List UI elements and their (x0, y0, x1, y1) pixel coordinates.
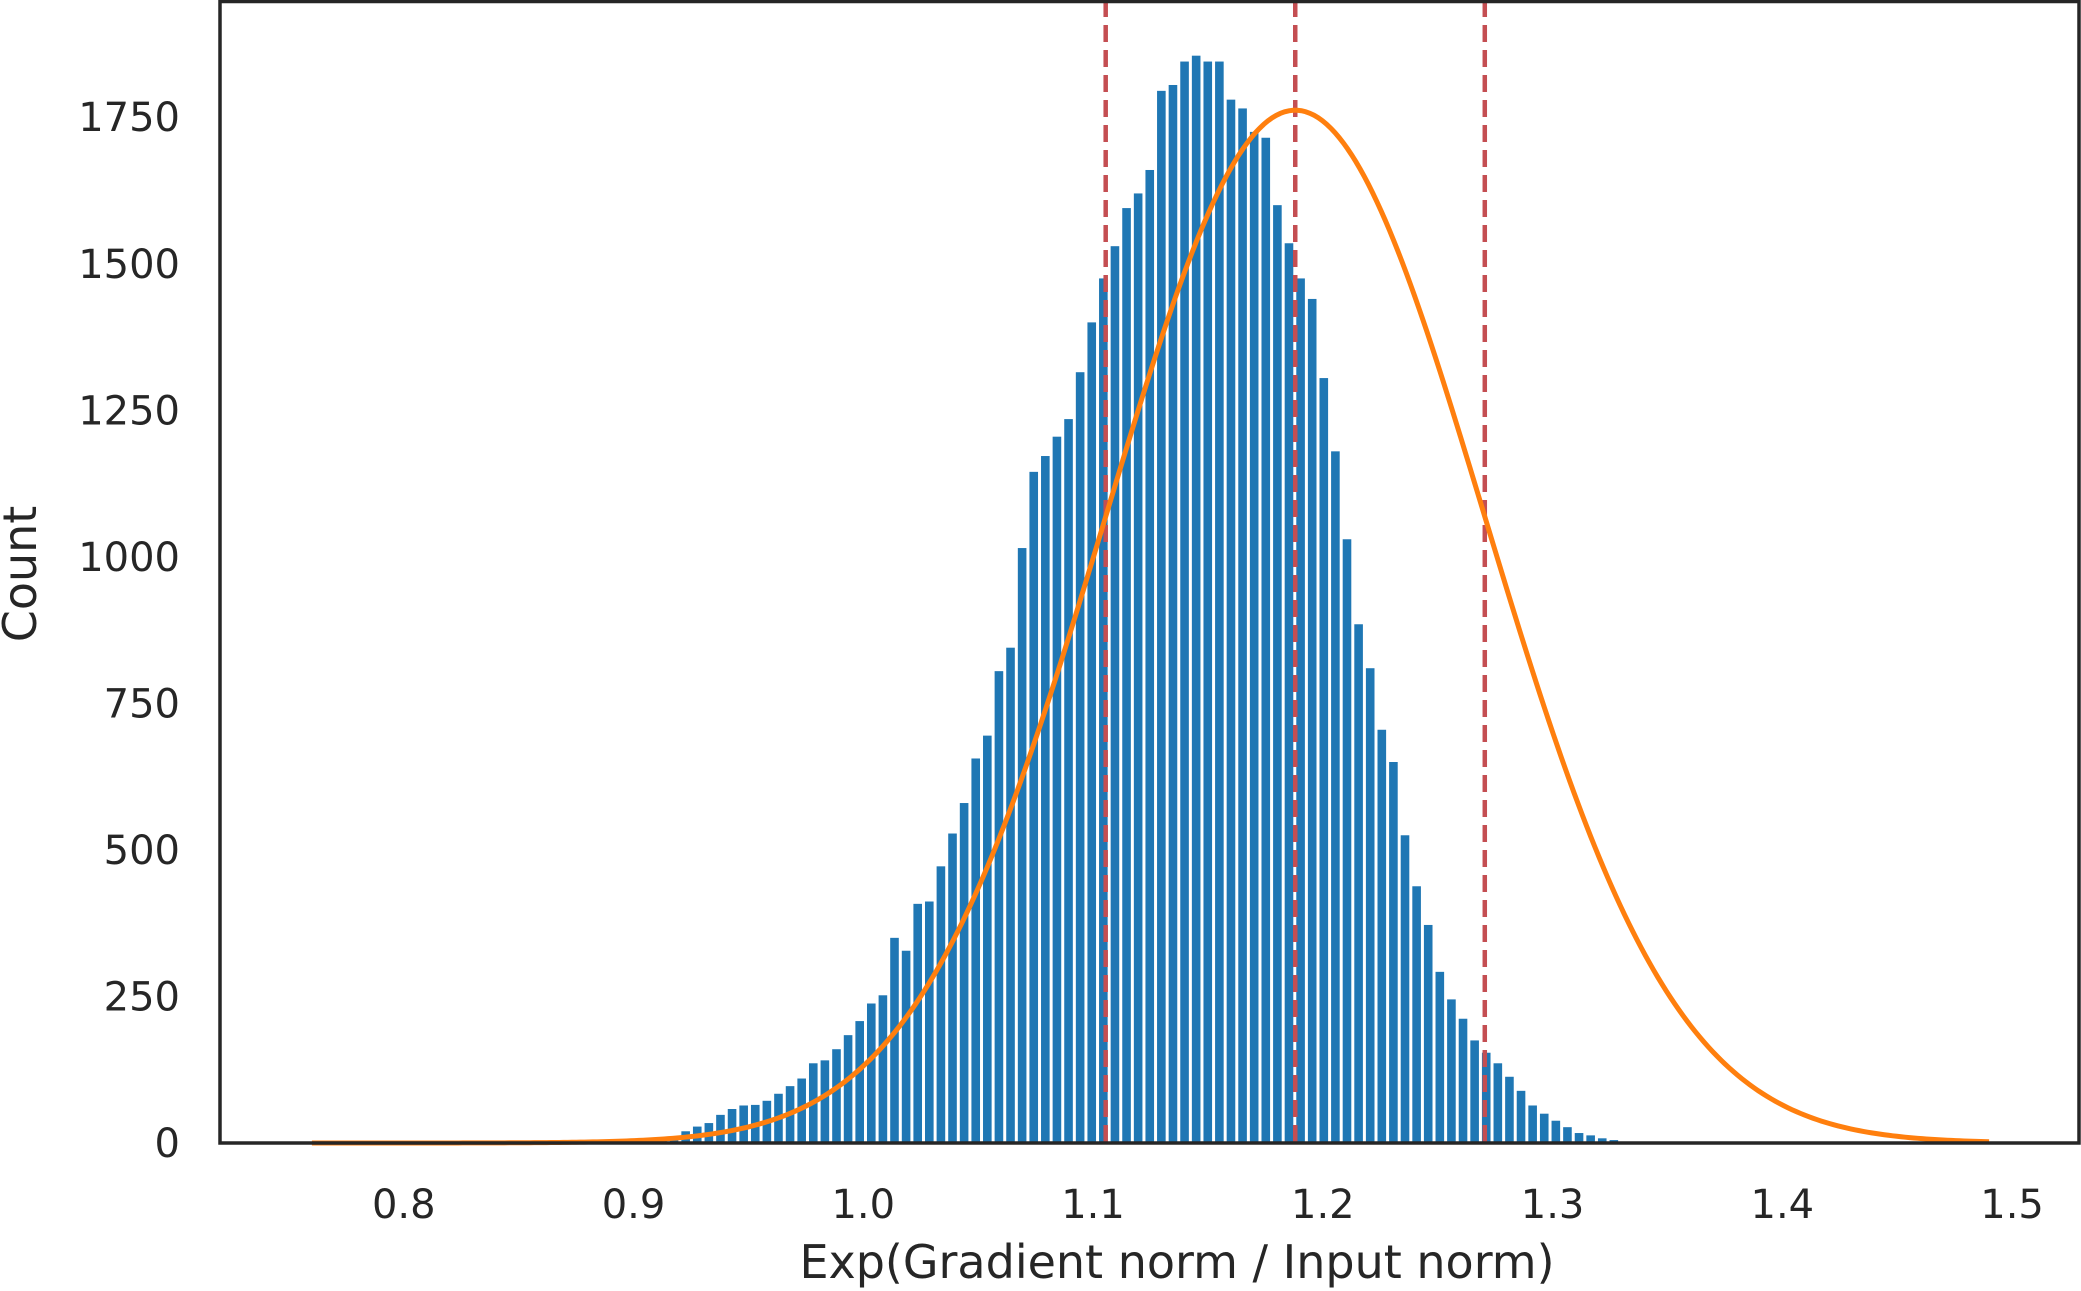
histogram-bar (716, 1114, 725, 1143)
x-tick-label: 1.4 (1751, 1182, 1815, 1228)
histogram-bar (820, 1060, 830, 1143)
x-tick-label: 1.2 (1291, 1182, 1355, 1228)
histogram-bar (890, 937, 899, 1143)
histogram-bar (1087, 322, 1097, 1143)
histogram-bar (1157, 90, 1166, 1143)
y-tick-label: 500 (104, 828, 180, 874)
histogram-bar (866, 1003, 876, 1143)
histogram-bar (1400, 835, 1410, 1143)
histogram-bar (1597, 1138, 1607, 1143)
histogram-bar (1365, 668, 1375, 1143)
histogram-bar (855, 1021, 864, 1143)
histogram-bar (727, 1109, 737, 1143)
histogram-bar (1505, 1076, 1514, 1143)
histogram-bar (1226, 99, 1236, 1144)
histogram-bar (1017, 548, 1027, 1143)
y-tick-label: 250 (104, 974, 180, 1020)
y-axis-ticks: 0 250 500 750 1000 1250 1500 1750 (78, 95, 180, 1167)
histogram-bar (1412, 886, 1421, 1143)
histogram-bar (1481, 1052, 1491, 1143)
histogram-bar (1110, 246, 1120, 1143)
histogram-bar (832, 1049, 841, 1143)
y-tick-label: 750 (104, 681, 180, 727)
histogram-bar (1122, 208, 1131, 1144)
histogram-bar (1307, 298, 1317, 1143)
histogram-bar (1377, 729, 1387, 1143)
histogram-bar (948, 833, 957, 1143)
histogram-bar (1516, 1090, 1526, 1143)
histogram-bar (913, 903, 923, 1143)
x-tick-label: 1.1 (1061, 1182, 1125, 1228)
x-tick-label: 0.8 (372, 1182, 436, 1228)
histogram-bar (971, 758, 981, 1143)
histogram-bar (878, 995, 888, 1143)
histogram-bar (843, 1035, 853, 1143)
x-tick-label: 1.0 (831, 1182, 895, 1228)
histogram-bar (901, 950, 911, 1143)
histogram-bar (1133, 193, 1143, 1143)
histogram-bar (1563, 1127, 1572, 1143)
x-axis-ticks: 0.8 0.9 1.0 1.1 1.2 1.3 1.4 1.5 (372, 1182, 2044, 1228)
y-tick-label: 0 (155, 1121, 180, 1167)
histogram-bar (1354, 624, 1363, 1143)
histogram-bar (1041, 456, 1050, 1143)
histogram-bar (1389, 762, 1398, 1143)
reference-lines (1103, 0, 1488, 1143)
histogram-bar (1168, 84, 1178, 1143)
histogram-bar (1203, 61, 1213, 1144)
histogram-bar (1064, 419, 1073, 1144)
histogram-bar (1238, 108, 1247, 1143)
histogram-bar (1145, 169, 1155, 1143)
histogram-bar (1006, 647, 1015, 1143)
y-tick-label: 1250 (78, 388, 180, 434)
histogram-bar (1319, 378, 1329, 1144)
histogram-bar (1586, 1135, 1595, 1143)
histogram-bars (646, 55, 1619, 1144)
histogram-bar (994, 671, 1004, 1143)
histogram-bar (1447, 999, 1456, 1143)
y-tick-label: 1500 (78, 242, 180, 288)
histogram-bar (1470, 1040, 1479, 1143)
histogram-bar (983, 735, 992, 1143)
y-axis-label: Count (0, 506, 47, 643)
histogram-bar (1191, 55, 1201, 1144)
histogram-bar (1261, 137, 1271, 1143)
histogram-bar (959, 803, 969, 1143)
histogram-bar (1284, 243, 1294, 1143)
histogram-bar (1180, 61, 1189, 1144)
histogram-bar (1273, 205, 1282, 1144)
histogram-bar (1435, 971, 1445, 1143)
x-tick-label: 1.3 (1521, 1182, 1585, 1228)
y-tick-label: 1750 (78, 95, 180, 141)
histogram-bar (1458, 1018, 1468, 1143)
x-tick-label: 1.5 (1980, 1182, 2044, 1228)
histogram-bar (1423, 924, 1433, 1143)
histogram-bar (1296, 278, 1305, 1143)
histogram-bar (1551, 1120, 1561, 1143)
histogram-bar (1029, 471, 1039, 1143)
histogram-bar (1528, 1105, 1537, 1143)
plot-frame (218, 0, 2081, 1145)
histogram-bar (936, 866, 946, 1143)
x-tick-label: 0.9 (602, 1182, 666, 1228)
histogram-bar (1075, 372, 1085, 1143)
y-tick-label: 1000 (78, 535, 180, 581)
histogram-bar (1052, 436, 1062, 1144)
histogram-bar (1342, 539, 1352, 1143)
histogram-bar (1493, 1063, 1503, 1143)
histogram-bar (1574, 1133, 1584, 1143)
histogram-bar (1331, 451, 1340, 1143)
histogram-bar (739, 1105, 748, 1143)
histogram-bar (1539, 1113, 1549, 1143)
histogram-bar (1215, 61, 1224, 1144)
x-axis-label: Exp(Gradient norm / Input norm) (799, 1235, 1554, 1289)
histogram-bar (1099, 278, 1108, 1143)
histogram-bar (1249, 131, 1259, 1143)
histogram-bar (925, 901, 934, 1143)
